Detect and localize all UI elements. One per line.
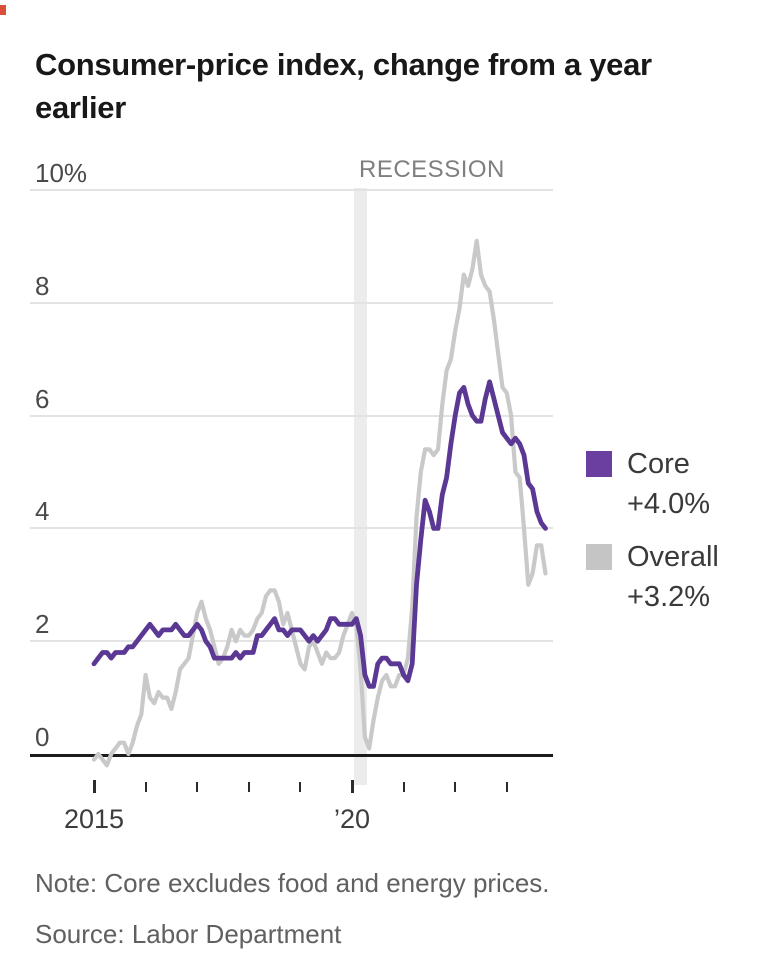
x-tick (402, 782, 405, 792)
x-tick (350, 780, 354, 793)
x-tick (505, 782, 508, 792)
x-tick (144, 782, 147, 792)
x-tick (454, 782, 457, 792)
x-tick (247, 782, 250, 792)
x-tick (92, 780, 96, 793)
footer: Note: Core excludes food and energy pric… (35, 868, 550, 950)
y-axis-label: 10% (35, 158, 88, 188)
overall-swatch (586, 544, 612, 570)
source-line: Source: Labor Department (35, 919, 342, 949)
y-axis-label: 4 (35, 496, 50, 527)
y-gridline (30, 527, 553, 530)
legend-item-overall: Overall +3.2% (586, 537, 719, 617)
legend: Core +4.0% Overall +3.2% (586, 444, 719, 617)
y-gridline (30, 640, 553, 643)
recession-annotation: RECESSION (359, 156, 505, 183)
zero-baseline (30, 754, 553, 757)
footnote: Note: Core excludes food and energy pric… (35, 868, 550, 898)
y-axis-label: 8 (35, 270, 50, 301)
clipped-red-mark (0, 5, 6, 15)
legend-label: Overall (627, 541, 719, 573)
recession-band (354, 188, 367, 785)
y-gridline (30, 189, 553, 191)
overall-line (91, 238, 548, 768)
y-axis-label: 0 (35, 722, 50, 752)
y-gridline (30, 301, 553, 304)
core-swatch (586, 451, 612, 477)
y-axis-label: 2 (35, 609, 50, 640)
legend-item-core: Core +4.0% (586, 444, 719, 524)
legend-text-core: Core +4.0% (627, 444, 710, 524)
x-tick (299, 782, 302, 792)
chart-title: Consumer-price index, change from a year… (35, 46, 652, 125)
legend-text-overall: Overall +3.2% (627, 537, 719, 617)
legend-value: +3.2% (627, 581, 711, 613)
legend-value: +4.0% (627, 488, 711, 520)
y-axis-label: 6 (35, 383, 50, 414)
legend-label: Core (627, 448, 690, 480)
x-tick (196, 782, 199, 792)
y-gridline (30, 414, 553, 417)
x-axis-label: 2015 (63, 804, 125, 834)
x-axis-label: ’20 (333, 804, 371, 834)
